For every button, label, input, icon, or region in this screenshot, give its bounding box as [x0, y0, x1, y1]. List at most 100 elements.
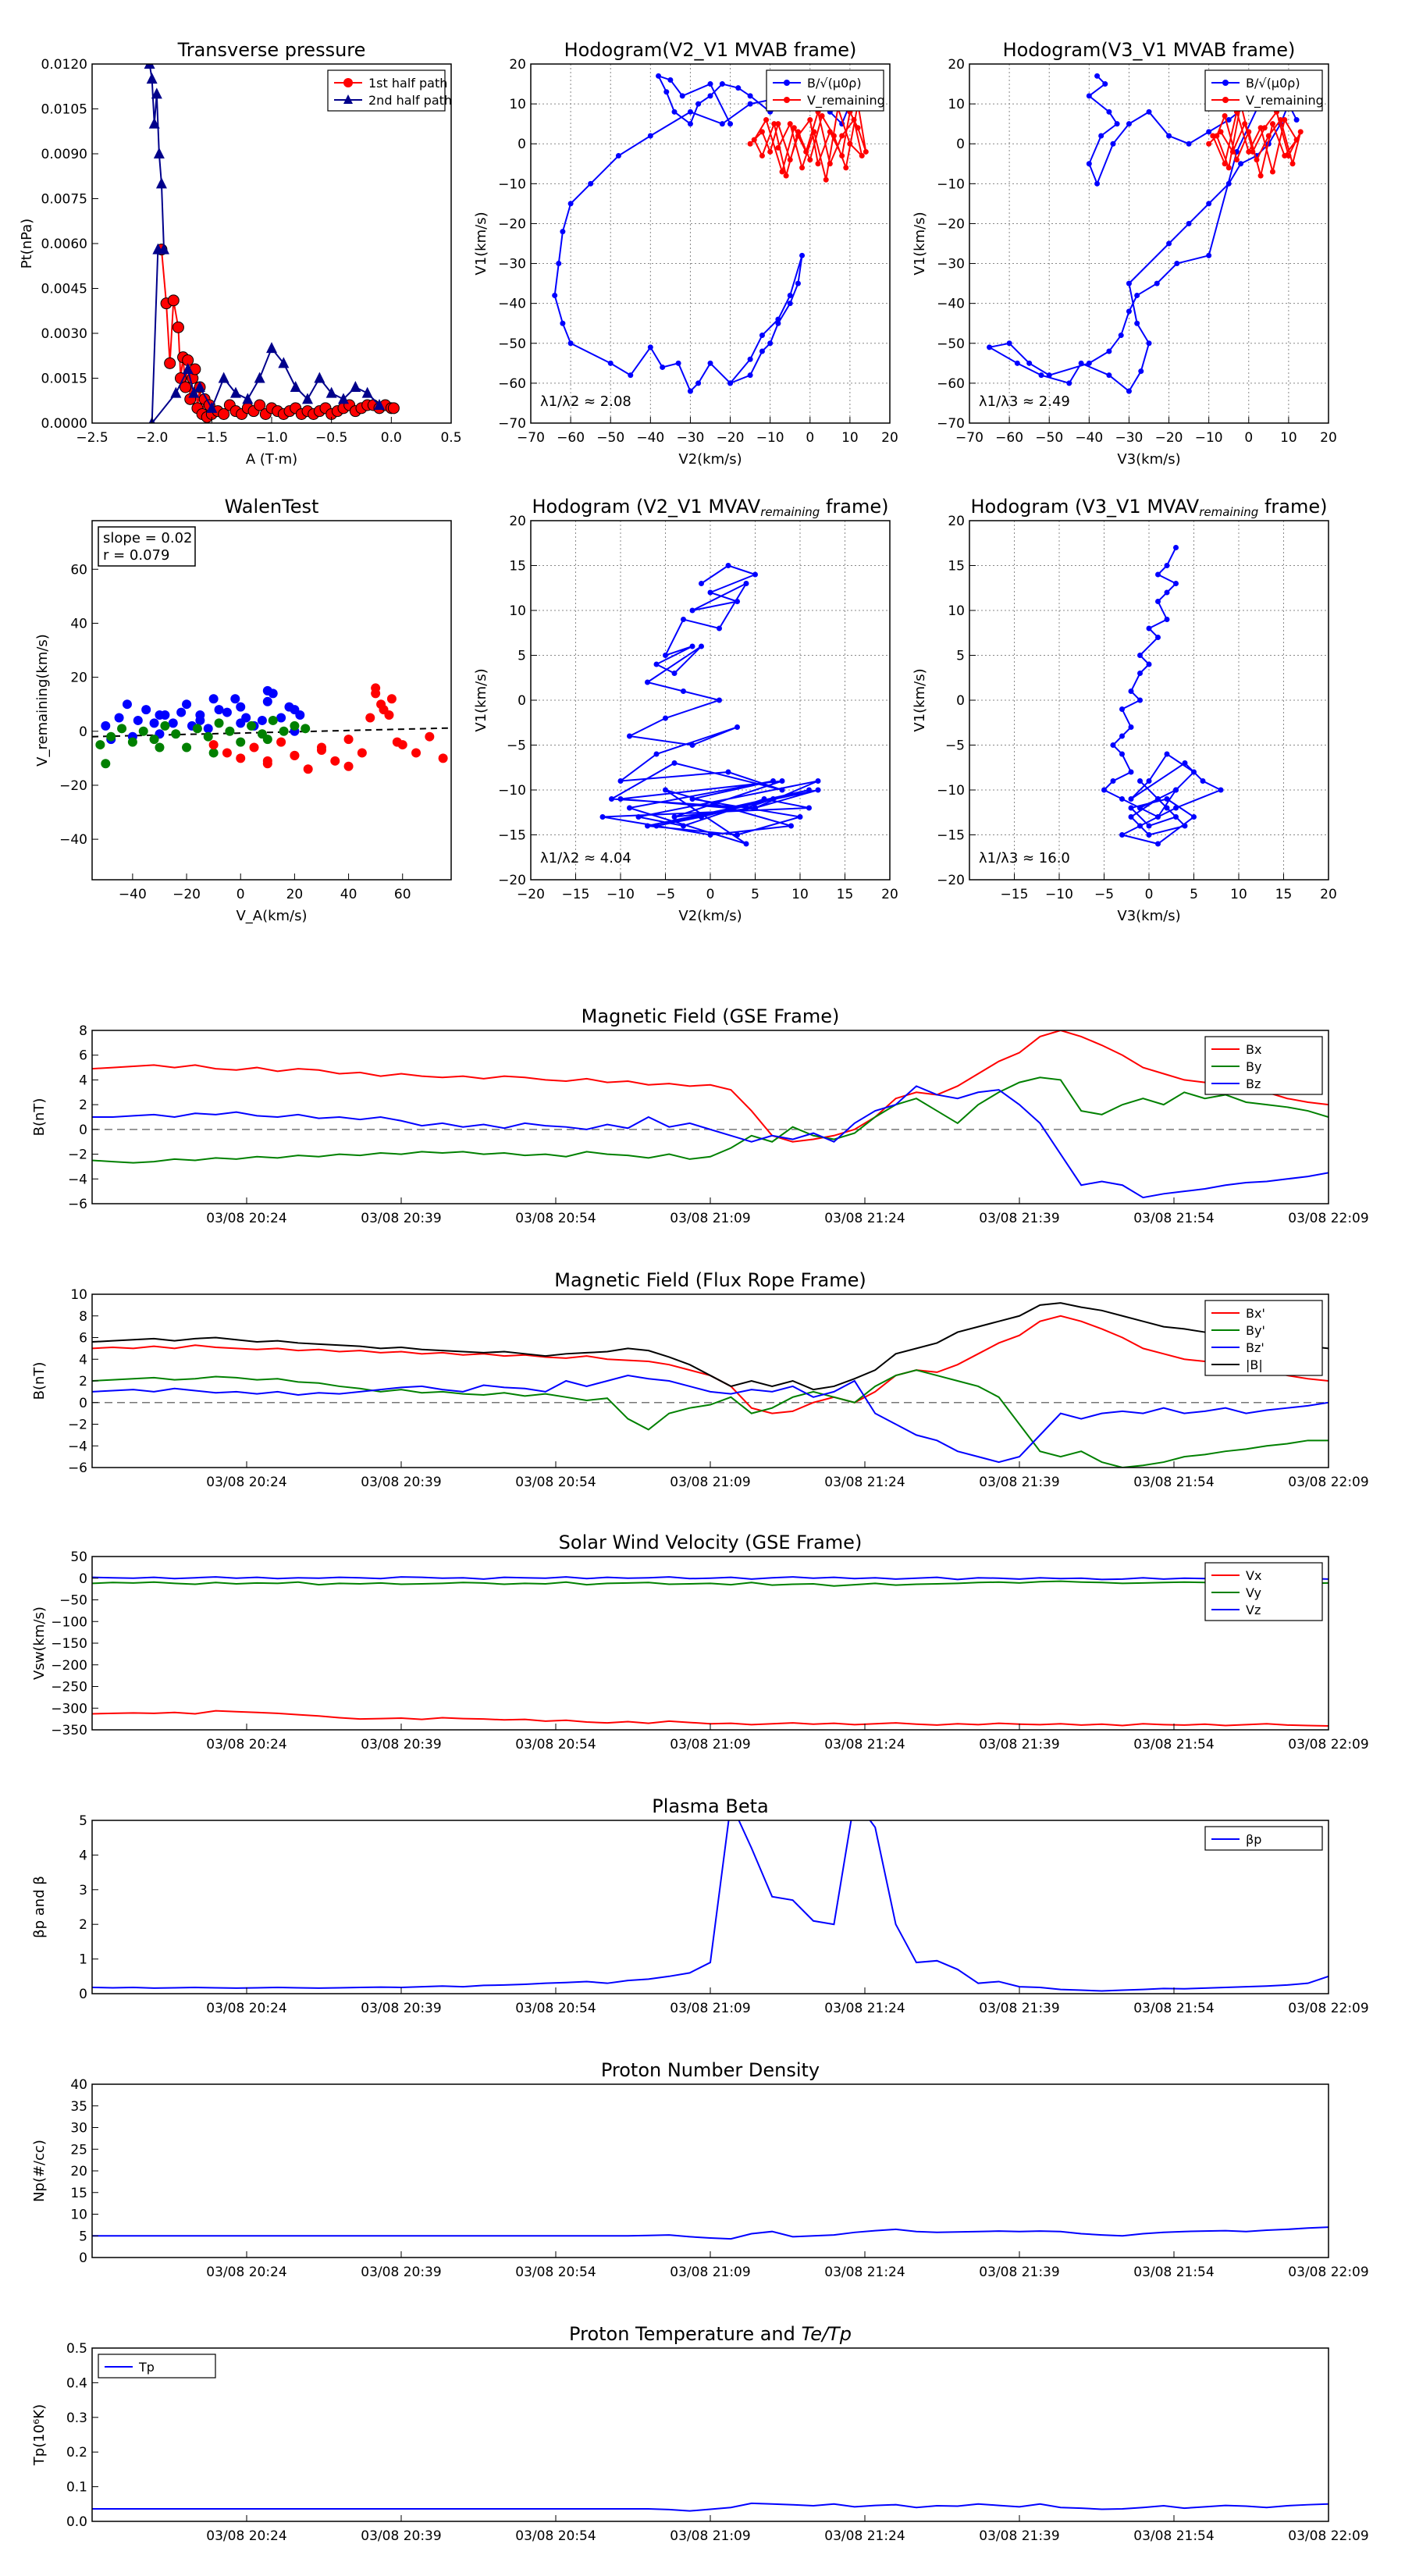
walen-test-ytick-label: 60 — [70, 562, 87, 578]
transverse-pressure-series-1st-half-path-marker — [218, 408, 230, 420]
walen-test-series-2-point — [357, 748, 367, 758]
walen-test-annotation-line: r = 0.079 — [103, 547, 169, 564]
hodogram-v2-v1-mvav-series-0-marker — [797, 814, 803, 820]
transverse-pressure-series-1st-half-path-marker — [254, 399, 266, 411]
transverse-pressure-ytick-label: 0.0015 — [41, 372, 87, 387]
hodogram-v2-v1-mvab-series-b-0--marker — [727, 121, 734, 127]
hodogram-v3-v1-mvab-series-v-remaining-marker — [1269, 121, 1275, 127]
hodogram-v2-v1-mvav-series-0-marker — [681, 688, 686, 694]
hodogram-v2-v1-mvab-series-b-0--marker — [552, 292, 558, 298]
magnetic-field-flux-rope-ytick-label: 4 — [79, 1352, 87, 1368]
hodogram-v2-v1-mvav-series-0-marker — [671, 671, 678, 676]
hodogram-v2-v1-mvav-series-0-marker — [627, 805, 632, 811]
hodogram-v3-v1-mvab-series-b-0--marker — [1186, 141, 1192, 147]
hodogram-v3-v1-mvav-series-0-marker — [1128, 724, 1134, 730]
hodogram-v3-v1-mvab-series-v-remaining-marker — [1254, 157, 1260, 163]
walen-test-series-0-point — [214, 705, 224, 715]
transverse-pressure-legend-label: 1st half path — [368, 76, 447, 91]
hodogram-v2-v1-mvab-series-v-remaining-marker — [819, 112, 825, 119]
hodogram-v2-v1-mvab-series-b-0--marker — [567, 201, 574, 207]
hodogram-v2-v1-mvav-series-0-marker — [770, 796, 776, 802]
transverse-pressure-series-2nd-half-path-marker — [151, 87, 162, 99]
proton-number-density-xtick-label: 03/08 21:54 — [1133, 2265, 1214, 2280]
walen-test-series-0-point — [236, 718, 246, 728]
plasma-beta-frame — [91, 1820, 1329, 1994]
hodogram-v3-v1-mvav-series-0-marker — [1119, 796, 1125, 802]
hodogram-v3-v1-mvav-series-0-marker — [1128, 805, 1134, 811]
hodogram-v3-v1-mvab-series-b-0--marker — [1174, 261, 1180, 267]
hodogram-v2-v1-mvab-ytick-label: −60 — [498, 376, 526, 392]
solar-wind-velocity-xtick-label: 03/08 21:24 — [824, 1737, 905, 1752]
hodogram-v3-v1-mvab-series-b-0--marker — [1110, 141, 1116, 147]
hodogram-v2-v1-mvav-series-0-marker — [770, 778, 776, 784]
proton-number-density-plot-area — [92, 2226, 1329, 2240]
hodogram-v2-v1-mvab-series-v-remaining-marker — [803, 148, 809, 155]
walen-test-series-1-point — [155, 742, 165, 753]
proton-temperature-ytick-label: 0.0 — [66, 2514, 87, 2530]
magnetic-field-flux-rope-xtick-label: 03/08 20:54 — [515, 1475, 596, 1490]
walen-test-series-1-point — [301, 724, 311, 734]
hodogram-v3-v1-mvab-series-v-remaining-marker — [1293, 137, 1300, 143]
hodogram-v3-v1-mvab-series-v-remaining-marker — [1282, 153, 1288, 159]
solar-wind-velocity-ytick-label: −100 — [51, 1614, 87, 1630]
hodogram-v3-v1-mvav-series-0-marker — [1146, 625, 1152, 632]
hodogram-v2-v1-mvab-series-v-remaining-marker — [795, 129, 801, 135]
proton-number-density-xtick-label: 03/08 21:09 — [670, 2265, 750, 2280]
hodogram-v2-v1-mvab-series-b-0--marker — [679, 93, 685, 99]
hodogram-v3-v1-mvab-series-b-0--marker — [1154, 280, 1160, 286]
hodogram-v3-v1-mvab-series-v-remaining-marker — [1269, 169, 1275, 175]
hodogram-v2-v1-mvav-plot-area — [599, 563, 821, 847]
magnetic-field-gse-ytick-label: 2 — [79, 1098, 87, 1113]
hodogram-v3-v1-mvav-series-0-marker — [1155, 814, 1161, 820]
walen-test-series-1-point — [236, 737, 246, 747]
hodogram-v2-v1-mvab-series-v-remaining-marker — [807, 117, 813, 123]
hodogram-v2-v1-mvab-series-b-0--marker — [759, 333, 765, 339]
hodogram-v2-v1-mvab-ytick-label: −50 — [498, 336, 526, 352]
hodogram-v3-v1-mvab-ytick-label: −60 — [937, 376, 965, 392]
hodogram-v3-v1-mvab-series-v-remaining-marker — [1286, 153, 1292, 159]
hodogram-v2-v1-mvab-series-v-remaining-marker — [763, 117, 770, 123]
hodogram-v3-v1-mvav-ytick-label: −5 — [945, 738, 965, 754]
hodogram-v3-v1-mvab-series-v-remaining-marker — [1222, 112, 1228, 119]
transverse-pressure-series-2nd-half-path-marker — [155, 177, 167, 189]
hodogram-v2-v1-mvab-series-b-0--marker — [628, 372, 634, 379]
hodogram-v3-v1-mvab-series-b-0--marker — [1126, 388, 1132, 394]
hodogram-v2-v1-mvab-xtick-label: −70 — [517, 430, 545, 446]
solar-wind-velocity-ytick-label: 50 — [70, 1550, 87, 1565]
hodogram-v3-v1-mvab-xtick-label: 20 — [1320, 430, 1337, 446]
hodogram-v2-v1-mvav-title: Hodogram (V2_V1 MVAVremaining frame) — [532, 496, 889, 519]
walen-test-series-2-point — [343, 761, 354, 771]
hodogram-v3-v1-mvav-series-0-marker — [1164, 796, 1170, 802]
proton-temperature-xtick-label: 03/08 21:54 — [1133, 2528, 1214, 2544]
hodogram-v3-v1-mvav-series-0-marker — [1110, 778, 1116, 784]
walen-test-series-0-point — [133, 715, 143, 725]
hodogram-v3-v1-mvav-series-0-marker — [1101, 787, 1107, 793]
hodogram-v3-v1-mvav-title-sub: remaining — [1199, 505, 1258, 519]
hodogram-v3-v1-mvab-series-v-remaining-marker — [1233, 157, 1240, 163]
hodogram-v3-v1-mvav-xtick-label: −15 — [1001, 887, 1029, 902]
hodogram-v3-v1-mvab-ylabel: V1(km/s) — [912, 212, 928, 275]
proton-number-density-series-0-line — [92, 2226, 1329, 2240]
hodogram-v2-v1-mvab-series-b-0--marker — [707, 360, 713, 366]
hodogram-v3-v1-mvav-ytick-label: 0 — [956, 693, 965, 709]
hodogram-v2-v1-mvav-series-0-marker — [653, 661, 660, 667]
hodogram-v2-v1-mvav-series-0-marker — [699, 581, 704, 586]
hodogram-v3-v1-mvab-series-v-remaining-marker — [1278, 117, 1284, 123]
walen-test-ytick-label: −20 — [59, 778, 87, 794]
hodogram-v2-v1-mvab-series-b-0--marker — [660, 364, 666, 370]
hodogram-v2-v1-mvab-series-v-remaining-marker — [759, 129, 765, 135]
hodogram-v2-v1-mvab-series-v-remaining-marker — [839, 133, 845, 139]
proton-number-density-ytick-label: 30 — [70, 2121, 87, 2137]
hodogram-v2-v1-mvab-xtick-label: −10 — [756, 430, 784, 446]
hodogram-v3-v1-mvav: Hodogram (V3_V1 MVAVremaining frame) −15 −… — [912, 496, 1337, 924]
proton-temperature-title: Proton Temperature and Te/Tp — [569, 2323, 852, 2345]
walen-test-annotation-box — [98, 526, 196, 567]
walen-test-series-0-point — [203, 724, 213, 734]
hodogram-v3-v1-mvab-series-v-remaining-marker — [1250, 148, 1256, 155]
magnetic-field-gse-ytick-label: −6 — [68, 1197, 87, 1212]
transverse-pressure-series-2nd-half-path-marker — [325, 386, 337, 398]
hodogram-v2-v1-mvav-series-0-marker — [806, 787, 812, 793]
hodogram-v3-v1-mvab-series-b-0--marker — [1098, 133, 1104, 139]
walen-test-series-1-point — [247, 720, 257, 731]
hodogram-v2-v1-mvav-series-0-marker — [752, 805, 758, 811]
